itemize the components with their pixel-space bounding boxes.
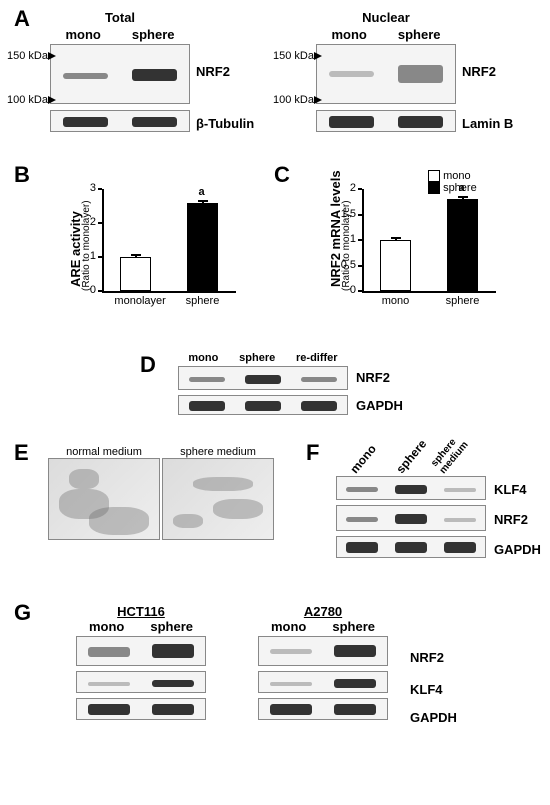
legend-swatch-mono [428, 170, 440, 182]
g0-title: HCT116 [76, 604, 206, 619]
g1-klf4-blot [258, 671, 388, 693]
a-right-col0: mono [331, 27, 366, 42]
a-left-col1: sphere [132, 27, 175, 42]
panel-a-label: A [14, 6, 30, 32]
g1-col0: mono [271, 619, 306, 634]
f-row2-target: GAPDH [494, 542, 541, 557]
a-right-row0-target: NRF2 [462, 64, 496, 79]
f-gapdh-blot [336, 536, 486, 558]
legend-label-mono: mono [443, 170, 471, 182]
marker-arrow-icon [314, 96, 322, 104]
a-left-tub-blot [50, 110, 190, 132]
panel-b-chart: 0123monolayerasphereARE activity(Ratio t… [70, 175, 240, 315]
g1-gapdh-blot [258, 698, 388, 720]
d-row0-target: NRF2 [356, 370, 390, 385]
d-col2: re-differ [296, 352, 338, 364]
f-row1-target: NRF2 [494, 512, 528, 527]
e-caption1: sphere medium [162, 446, 274, 458]
d-nrf2-blot [178, 366, 348, 390]
d-col1: sphere [239, 352, 275, 364]
g0-nrf2-blot [76, 636, 206, 666]
g-row2-target: GAPDH [410, 710, 457, 725]
a-left-col0: mono [65, 27, 100, 42]
g0-gapdh-blot [76, 698, 206, 720]
panel-g-set1: A2780 mono sphere [258, 604, 388, 720]
g0-col0: mono [89, 619, 124, 634]
g1-col1: sphere [332, 619, 375, 634]
a-left-marker1: 100 kDa [0, 94, 48, 106]
panel-c-chart: 00.511.52monoasphereNRF2 mRNA levels(Rat… [330, 175, 500, 315]
g-row1-target: KLF4 [410, 682, 443, 697]
panel-g-set0: HCT116 mono sphere [76, 604, 206, 720]
a-left-nrf2-blot [50, 44, 190, 104]
a-right-lamin-blot [316, 110, 456, 132]
f-col1: sphere [393, 437, 429, 476]
a-right-col1: sphere [398, 27, 441, 42]
panel-e-label: E [14, 440, 29, 466]
micrograph-normal [48, 458, 160, 540]
panel-d-block: mono sphere re-differ [178, 352, 348, 415]
legend-label-sphere: sphere [443, 182, 477, 194]
marker-arrow-icon [48, 96, 56, 104]
panel-c-legend: mono sphere [428, 170, 477, 194]
f-klf4-blot [336, 476, 486, 500]
a-left-row1-target: β-Tubulin [196, 116, 254, 131]
a-right-title: Nuclear [316, 10, 456, 25]
d-gapdh-blot [178, 395, 348, 415]
panel-e-block: normal medium sphere medium [48, 446, 274, 540]
a-right-nrf2-blot [316, 44, 456, 104]
g1-nrf2-blot [258, 636, 388, 666]
f-col2: sphere medium [429, 431, 472, 476]
f-nrf2-blot [336, 505, 486, 531]
marker-arrow-icon [48, 52, 56, 60]
a-right-marker1: 100 kDa [266, 94, 314, 106]
marker-arrow-icon [314, 52, 322, 60]
a-left-marker0: 150 kDa [0, 50, 48, 62]
a-right-marker0: 150 kDa [266, 50, 314, 62]
f-row0-target: KLF4 [494, 482, 527, 497]
d-col0: mono [188, 352, 218, 364]
panel-c-label: C [274, 162, 290, 188]
d-row1-target: GAPDH [356, 398, 403, 413]
a-left-title: Total [50, 10, 190, 25]
g1-title: A2780 [258, 604, 388, 619]
g-row0-target: NRF2 [410, 650, 444, 665]
panel-d-label: D [140, 352, 156, 378]
a-left-row0-target: NRF2 [196, 64, 230, 79]
legend-swatch-sphere [428, 182, 440, 194]
panel-b-label: B [14, 162, 30, 188]
panel-f-label: F [306, 440, 319, 466]
g0-klf4-blot [76, 671, 206, 693]
f-col0: mono [347, 442, 379, 476]
micrograph-sphere [162, 458, 274, 540]
g0-col1: sphere [150, 619, 193, 634]
panel-f-block: mono sphere sphere medium [336, 440, 486, 558]
a-right-row1-target: Lamin B [462, 116, 513, 131]
e-caption0: normal medium [48, 446, 160, 458]
panel-g-label: G [14, 600, 31, 626]
